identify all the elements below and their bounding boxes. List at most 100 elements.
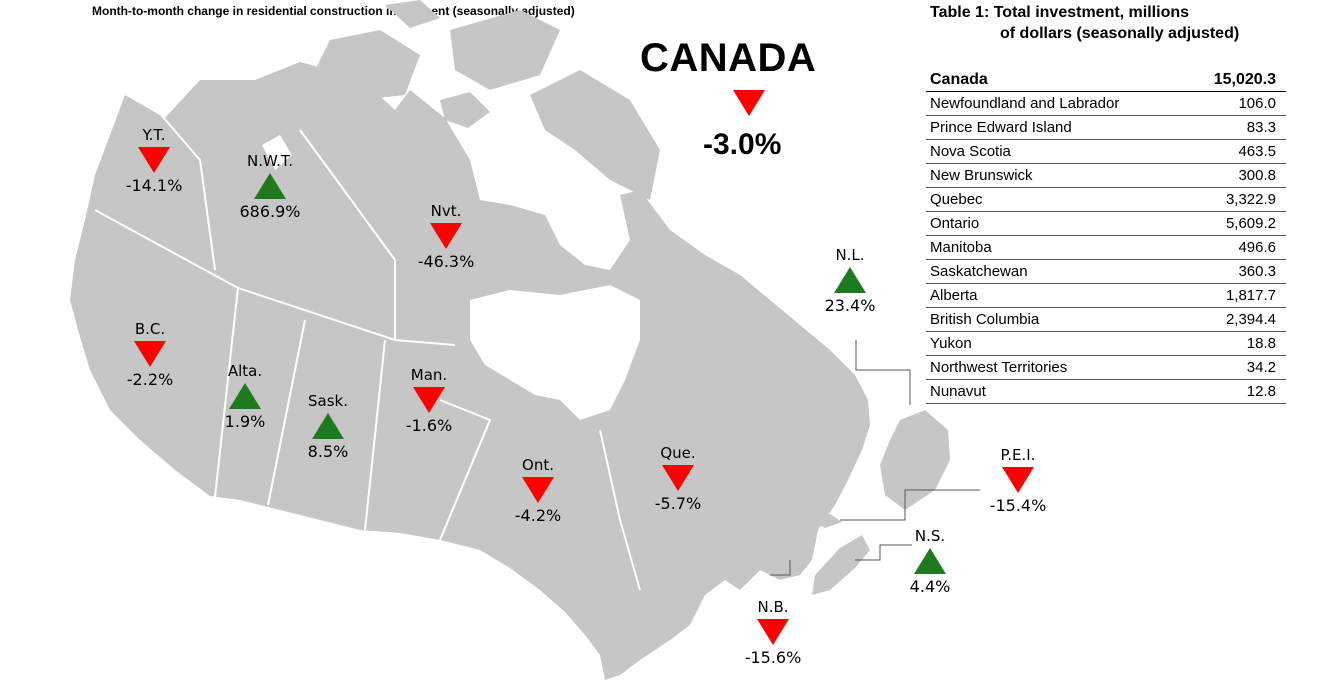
region-marker-ns: N.S. 4.4% xyxy=(875,527,985,597)
region-label: N.W.T. xyxy=(246,152,294,170)
row-name: Nova Scotia xyxy=(926,139,1186,164)
row-name: Quebec xyxy=(926,187,1186,212)
up-arrow-icon xyxy=(254,173,286,199)
region-marker-que: Que. -5.7% xyxy=(623,444,733,514)
up-arrow-icon xyxy=(914,548,946,574)
table-row: Newfoundland and Labrador 106.0 xyxy=(926,91,1286,116)
table-header-row: Canada 15,020.3 xyxy=(926,68,1286,92)
region-label: Y.T. xyxy=(142,126,166,144)
down-arrow-icon xyxy=(757,619,789,645)
region-change: 23.4% xyxy=(824,296,876,315)
region-marker-bc: B.C. -2.2% xyxy=(95,320,205,390)
region-marker-ont: Ont. -4.2% xyxy=(483,456,593,526)
row-value: 83.3 xyxy=(1185,115,1286,140)
table-title-line1: Table 1: Total investment, millions xyxy=(930,4,1190,21)
up-arrow-icon xyxy=(312,413,344,439)
down-arrow-icon xyxy=(1002,467,1034,493)
table-row: Manitoba 496.6 xyxy=(926,235,1286,260)
table-header-name: Canada xyxy=(926,68,1186,92)
table-row: Ontario 5,609.2 xyxy=(926,211,1286,236)
region-label: Nvt. xyxy=(430,202,462,220)
arctic-island-small xyxy=(440,92,490,128)
region-marker-pei: P.E.I. -15.4% xyxy=(963,446,1073,516)
row-value: 360.3 xyxy=(1185,259,1286,284)
row-value: 1,817.7 xyxy=(1185,283,1286,308)
region-change: -15.6% xyxy=(744,648,802,667)
region-label: N.S. xyxy=(914,527,946,545)
national-name: CANADA xyxy=(640,36,817,80)
up-arrow-icon xyxy=(229,383,261,409)
newfoundland-island xyxy=(880,410,950,510)
table-row: Nova Scotia 463.5 xyxy=(926,139,1286,164)
row-name: Northwest Territories xyxy=(926,355,1186,380)
region-marker-nwt: N.W.T. 686.9% xyxy=(215,152,325,222)
region-marker-sask: Sask. 8.5% xyxy=(273,392,383,462)
border-north-south xyxy=(94,209,456,346)
leader-ns xyxy=(855,544,912,561)
region-marker-man: Man. -1.6% xyxy=(374,366,484,436)
row-name: Alberta xyxy=(926,283,1186,308)
table-row: Northwest Territories 34.2 xyxy=(926,355,1286,380)
region-change: -1.6% xyxy=(405,416,453,435)
region-label: Alta. xyxy=(227,362,263,380)
row-value: 496.6 xyxy=(1185,235,1286,260)
region-label: N.B. xyxy=(757,598,789,616)
region-change: 8.5% xyxy=(307,442,349,461)
border-bc-alta xyxy=(214,287,239,498)
nova-scotia-shape xyxy=(812,535,870,595)
table-row: Nunavut 12.8 xyxy=(926,379,1286,404)
table-row: Quebec 3,322.9 xyxy=(926,187,1286,212)
border-alta-sask xyxy=(267,319,306,506)
row-value: 300.8 xyxy=(1185,163,1286,188)
region-label: Sask. xyxy=(308,392,348,410)
row-name: Ontario xyxy=(926,211,1186,236)
national-down-arrow-icon xyxy=(733,90,765,116)
row-value: 12.8 xyxy=(1185,379,1286,404)
region-change: 1.9% xyxy=(224,412,266,431)
region-change: -2.2% xyxy=(126,370,174,389)
table-row: Alberta 1,817.7 xyxy=(926,283,1286,308)
row-name: Newfoundland and Labrador xyxy=(926,91,1186,116)
down-arrow-icon xyxy=(522,477,554,503)
down-arrow-icon xyxy=(138,147,170,173)
region-change: -4.2% xyxy=(514,506,562,525)
table-row: Prince Edward Island 83.3 xyxy=(926,115,1286,140)
region-marker-yt: Y.T. -14.1% xyxy=(99,126,209,196)
leader-nb xyxy=(770,560,791,576)
region-change: -14.1% xyxy=(125,176,183,195)
table-row: Saskatchewan 360.3 xyxy=(926,259,1286,284)
up-arrow-icon xyxy=(834,267,866,293)
row-name: Nunavut xyxy=(926,379,1186,404)
hudson-bay xyxy=(470,285,640,420)
region-label: N.L. xyxy=(835,246,865,264)
border-ont-que xyxy=(599,429,641,591)
row-value: 106.0 xyxy=(1185,91,1286,116)
border-nwt-nvt xyxy=(299,129,396,340)
region-marker-nb: N.B. -15.6% xyxy=(718,598,828,668)
region-label: P.E.I. xyxy=(1000,446,1036,464)
down-arrow-icon xyxy=(662,465,694,491)
pei-shape xyxy=(810,514,842,528)
row-value: 3,322.9 xyxy=(1185,187,1286,212)
row-value: 18.8 xyxy=(1185,331,1286,356)
table-row: New Brunswick 300.8 xyxy=(926,163,1286,188)
region-label: Que. xyxy=(660,444,696,462)
region-change: -15.4% xyxy=(989,496,1047,515)
row-value: 34.2 xyxy=(1185,355,1286,380)
arctic-island-small-2 xyxy=(385,0,440,28)
region-label: Ont. xyxy=(522,456,554,474)
leader-nl xyxy=(855,340,911,405)
down-arrow-icon xyxy=(430,223,462,249)
investment-table: Canada 15,020.3 Newfoundland and Labrado… xyxy=(926,68,1286,404)
border-man-ont xyxy=(439,399,492,541)
row-value: 2,394.4 xyxy=(1185,307,1286,332)
region-label: Man. xyxy=(410,366,448,384)
region-change: 686.9% xyxy=(239,202,301,221)
row-name: Yukon xyxy=(926,331,1186,356)
region-change: -46.3% xyxy=(417,252,475,271)
row-value: 463.5 xyxy=(1185,139,1286,164)
down-arrow-icon xyxy=(413,387,445,413)
national-arrow-shape xyxy=(733,90,765,116)
down-arrow-icon xyxy=(134,341,166,367)
